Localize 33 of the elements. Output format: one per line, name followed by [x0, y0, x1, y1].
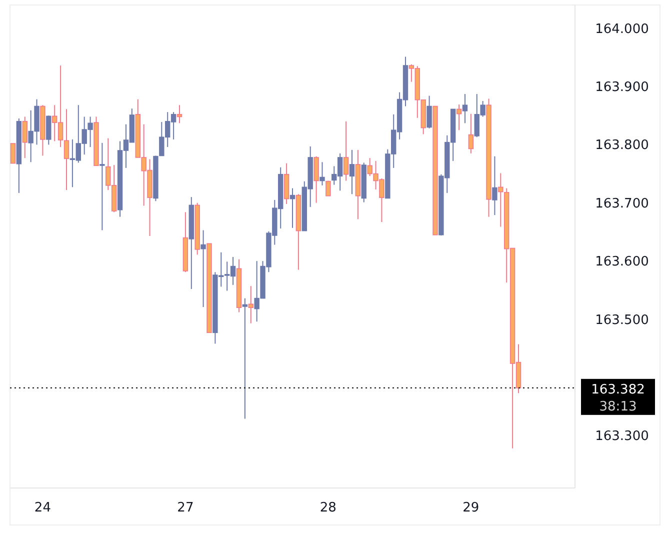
candlestick — [426, 95, 432, 129]
y-tick-label: 164.000 — [595, 22, 649, 37]
candlestick — [320, 162, 325, 186]
candlestick — [343, 120, 349, 182]
candlestick — [10, 143, 16, 164]
candlestick — [462, 94, 468, 124]
candlestick — [349, 149, 355, 195]
x-tick-label: 28 — [320, 500, 336, 516]
candlestick — [290, 188, 296, 228]
candlestick — [498, 172, 504, 228]
y-tick-label: 163.300 — [595, 429, 649, 444]
text: 38:13 — [599, 399, 637, 414]
candlestick — [492, 156, 498, 216]
candlestick — [242, 298, 248, 420]
y-tick-label: 163.700 — [595, 196, 649, 212]
candlestick — [200, 230, 206, 308]
candlestick — [176, 104, 182, 124]
candlestick — [46, 115, 52, 146]
x-tick-label: 24 — [34, 500, 51, 516]
ref-line-label: 163.382 — [591, 382, 645, 398]
candlestick — [100, 142, 105, 231]
candlestick — [22, 116, 28, 159]
candlestick — [314, 156, 319, 204]
y-tick-label: 163.900 — [595, 80, 649, 96]
candlestick — [456, 104, 462, 131]
x-tick-label: 27 — [177, 500, 194, 516]
y-tick-label: 163.800 — [595, 138, 649, 154]
x-tick-label: 29 — [462, 500, 480, 516]
y-tick-label: 163.600 — [595, 254, 649, 270]
y-tick-label: 163.500 — [595, 312, 649, 328]
candlestick — [248, 286, 254, 324]
candlestick — [468, 113, 474, 154]
candlestick — [326, 180, 331, 196]
